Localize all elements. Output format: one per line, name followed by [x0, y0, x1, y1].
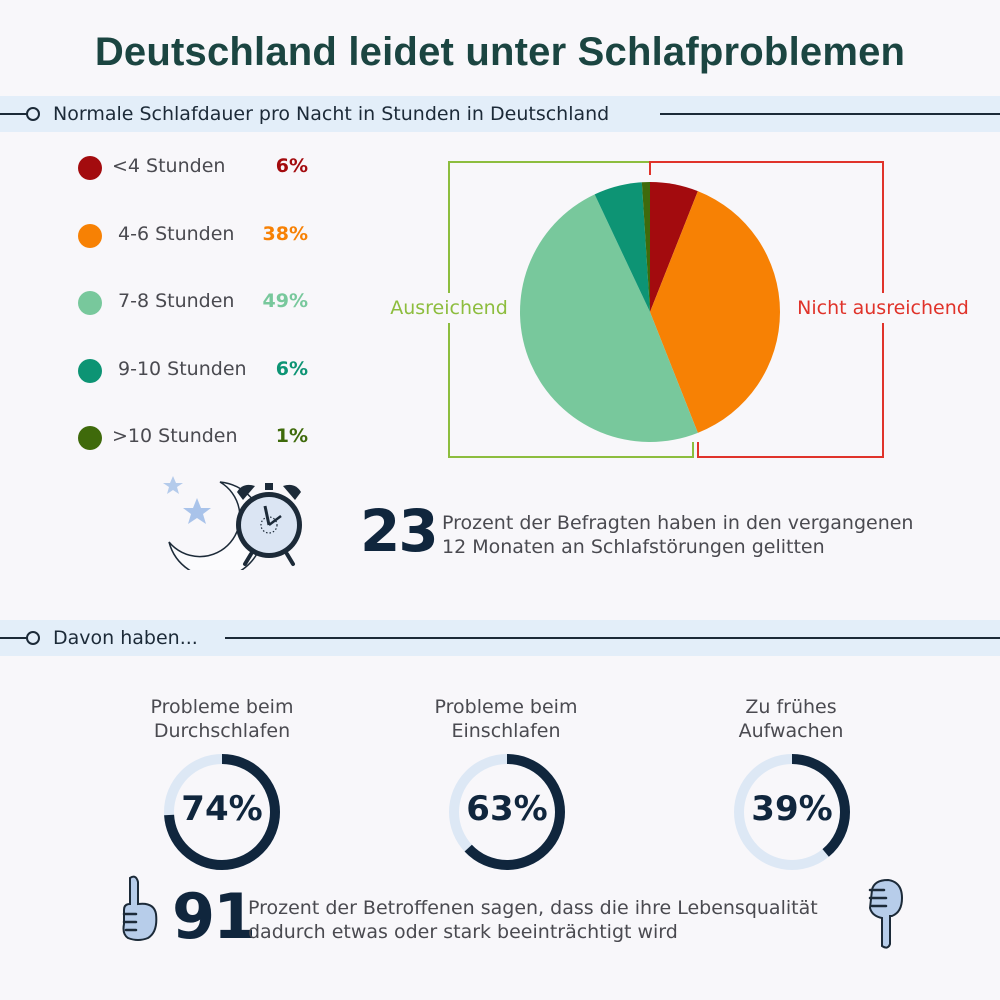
stat-number-quality-of-life: 91	[172, 880, 256, 953]
legend-label: 7-8 Stunden	[118, 290, 235, 312]
legend-color-dot	[78, 224, 102, 248]
donut-value: 74%	[181, 789, 263, 829]
stat-description-line: 12 Monaten an Schlafstörungen gelitten	[442, 536, 825, 558]
donut-arc	[449, 754, 565, 870]
stat-description-line: Prozent der Betroffenen sagen, dass die …	[248, 897, 818, 919]
section-header-label: Davon haben...	[53, 627, 198, 649]
legend-color-dot	[78, 291, 102, 315]
legend-label: 4-6 Stunden	[118, 223, 235, 245]
header-line-left	[0, 637, 28, 639]
legend-color-dot	[78, 359, 102, 383]
legend-percent: 6%	[275, 358, 308, 380]
pie-slice-4	[594, 182, 650, 312]
bracket-sufficient	[448, 161, 694, 458]
header-line-left	[0, 113, 28, 115]
legend-item: 7-8 Stunden 49%	[78, 288, 318, 318]
star-icon	[183, 498, 211, 524]
group-label-sufficient: Ausreichend	[390, 297, 508, 319]
section-header-affected: Davon haben...	[0, 620, 1000, 656]
pie-slices	[520, 182, 780, 442]
header-ring-icon	[26, 631, 40, 645]
legend-label: 9-10 Stunden	[118, 358, 247, 380]
donut-title-line: Zu frühes	[745, 696, 837, 718]
donut-chart	[734, 754, 850, 870]
page-title: Deutschland leidet unter Schlafproblemen	[94, 30, 906, 74]
legend-percent: 6%	[275, 155, 308, 177]
legend-item: 9-10 Stunden 6%	[78, 356, 318, 386]
stat-description-line: Prozent der Befragten haben in den verga…	[442, 512, 914, 534]
section-header-label: Normale Schlafdauer pro Nacht in Stunden…	[53, 103, 610, 125]
thumbs-down-icon	[868, 878, 904, 949]
thumbs-up-icon	[122, 875, 158, 941]
legend-label: >10 Stunden	[112, 425, 238, 447]
group-label-insufficient: Nicht ausreichend	[797, 297, 969, 319]
donut-title-line: Aufwachen	[738, 720, 844, 742]
header-line-right	[660, 113, 1000, 115]
donut-arc	[164, 754, 280, 870]
legend-item: <4 Stunden 6%	[78, 153, 318, 183]
legend-percent: 1%	[275, 425, 308, 447]
donut-chart	[164, 754, 280, 870]
header-ring-icon	[26, 107, 40, 121]
legend-item: >10 Stunden 1%	[78, 423, 318, 453]
pie-slice-3	[520, 194, 698, 442]
pie-slice-5	[641, 182, 650, 312]
header-line-right	[225, 637, 1000, 639]
sleep-duration-pie-chart: Ausreichend Nicht ausreichend	[390, 161, 969, 458]
pie-slice-2	[650, 191, 780, 433]
donut-value: 63%	[466, 789, 548, 829]
donut-title-line: Durchschlafen	[153, 720, 291, 742]
donut-title-line: Einschlafen	[451, 720, 561, 742]
donut-chart	[449, 754, 565, 870]
legend-color-dot	[78, 156, 102, 180]
stat-number-sleep-disorders: 23	[360, 497, 439, 565]
donut-title: Zu frühes Aufwachen	[691, 695, 891, 743]
bracket-insufficient	[649, 161, 884, 458]
donut-title-line: Probleme beim	[434, 696, 578, 718]
legend-color-dot	[78, 426, 102, 450]
donut-title: Probleme beim Einschlafen	[406, 695, 606, 743]
donut-title-line: Probleme beim	[150, 696, 294, 718]
donut-arc	[734, 754, 850, 870]
legend-item: 4-6 Stunden 38%	[78, 221, 318, 251]
donut-title: Probleme beim Durchschlafen	[122, 695, 322, 743]
section-header-sleep-duration: Normale Schlafdauer pro Nacht in Stunden…	[0, 96, 1000, 132]
legend-label: <4 Stunden	[112, 155, 226, 177]
alarm-clock-icon	[236, 483, 302, 566]
stat-description-line: dadurch etwas oder stark beeinträchtigt …	[248, 921, 678, 943]
stat-description-sleep-disorders: Prozent der Befragten haben in den verga…	[442, 511, 913, 559]
stat-description-quality-of-life: Prozent der Betroffenen sagen, dass die …	[248, 896, 818, 944]
star-icon	[163, 476, 183, 494]
pie-slice-1	[650, 182, 698, 312]
legend-percent: 49%	[262, 290, 308, 312]
moon-clock-illustration	[163, 476, 302, 570]
legend-percent: 38%	[262, 223, 308, 245]
donut-value: 39%	[751, 789, 833, 829]
